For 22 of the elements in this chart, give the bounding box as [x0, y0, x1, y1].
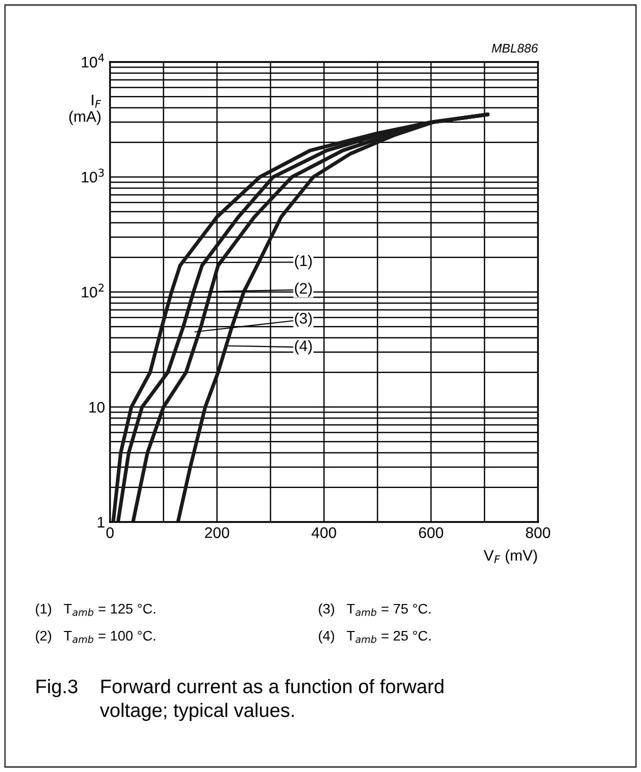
chart-subtitle: MBL886	[492, 44, 538, 53]
annotation: (2)	[294, 282, 312, 297]
y-tick-label: 1	[98, 517, 104, 528]
annotation: (3)	[294, 312, 312, 327]
x-tick-label: 400	[312, 527, 336, 538]
x-tick-label: 800	[526, 527, 550, 538]
x-tick-label: 600	[419, 527, 444, 538]
text: (4) T$_{amb}$ = 25 °C.	[318, 630, 430, 644]
annotation: (1)	[294, 254, 312, 270]
text: (3) T$_{amb}$ = 75 °C.	[318, 603, 430, 616]
text: Fig.3 Forward current as a function of forward voltage; typical values.	[36, 679, 444, 721]
y-tick-label: 10$^{2}$	[82, 284, 104, 298]
y-tick-label: 10$^{3}$	[82, 168, 104, 183]
text: (1) T$_{amb}$ = 125 °C.	[36, 603, 156, 616]
annotation: (4)	[294, 340, 312, 354]
y-tick-label: 10	[89, 402, 105, 413]
x-axis-title: V$_{F}$ (mV)	[484, 550, 537, 564]
text: (2) T$_{amb}$ = 100 °C.	[36, 630, 156, 644]
y-tick-label: 10$^{4}$	[82, 54, 104, 68]
x-tick-label: 0	[106, 527, 114, 538]
y-axis-title: I$_{F}$ (mA)	[69, 94, 102, 125]
x-tick-label: 200	[205, 527, 230, 538]
